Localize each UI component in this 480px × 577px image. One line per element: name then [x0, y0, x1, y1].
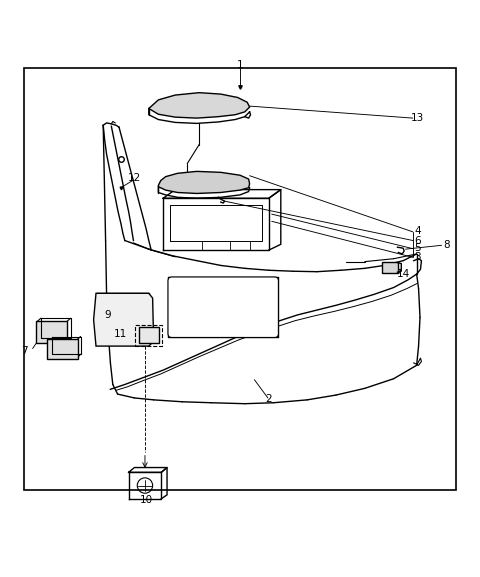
Text: 12: 12: [128, 173, 141, 183]
FancyBboxPatch shape: [382, 261, 398, 273]
Bar: [24, 68, 456, 490]
Text: 4: 4: [414, 226, 421, 236]
Text: 10: 10: [140, 494, 153, 505]
Polygon shape: [94, 293, 154, 346]
Text: 14: 14: [396, 269, 410, 279]
Text: 8: 8: [443, 240, 450, 250]
Text: 7: 7: [21, 346, 27, 356]
Polygon shape: [158, 171, 250, 193]
FancyBboxPatch shape: [168, 277, 278, 338]
Text: 2: 2: [265, 394, 272, 404]
FancyBboxPatch shape: [47, 339, 78, 359]
Text: 9: 9: [105, 310, 111, 320]
Bar: [135, 324, 162, 346]
Text: 11: 11: [113, 329, 127, 339]
Text: 3: 3: [414, 252, 421, 263]
Text: 13: 13: [411, 113, 424, 123]
FancyBboxPatch shape: [139, 327, 159, 343]
Text: 1: 1: [237, 61, 243, 70]
Text: 5: 5: [414, 243, 421, 253]
FancyBboxPatch shape: [36, 321, 67, 343]
Polygon shape: [149, 93, 250, 118]
Text: 6: 6: [414, 235, 421, 245]
